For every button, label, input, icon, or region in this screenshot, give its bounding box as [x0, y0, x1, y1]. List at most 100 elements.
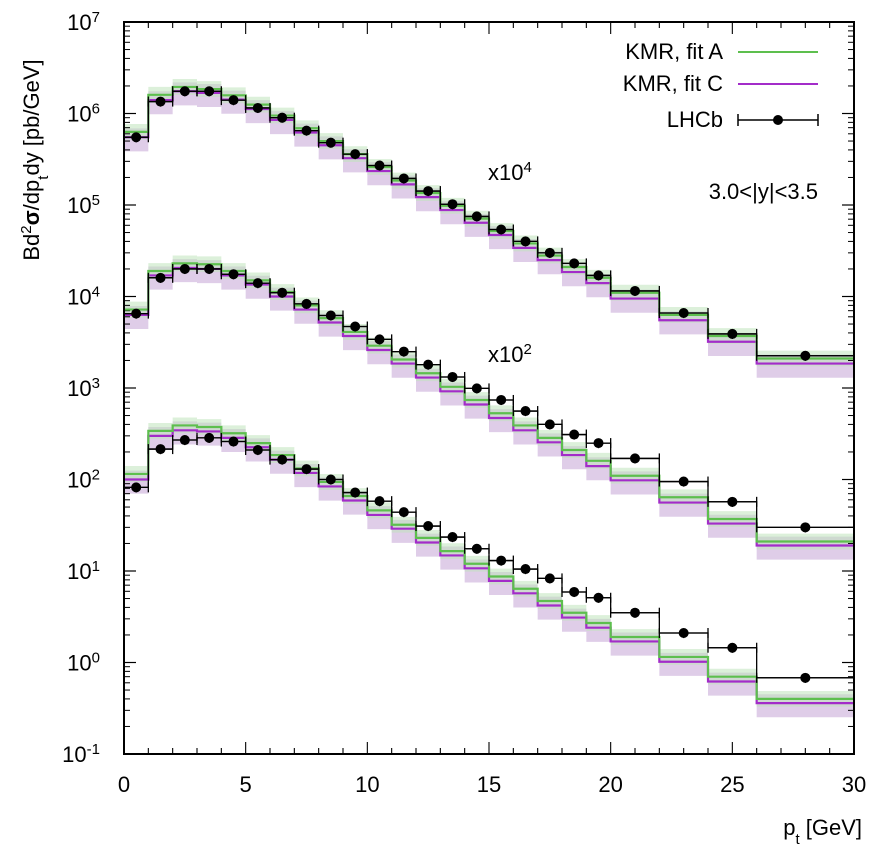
data-point — [277, 112, 288, 123]
data-point — [520, 406, 531, 417]
data-point — [471, 383, 482, 394]
x-tick-label: 25 — [720, 772, 744, 797]
data-point — [630, 285, 640, 296]
legend-label-fit-c: KMR, fit C — [623, 71, 723, 96]
data-point — [593, 270, 604, 281]
data-point — [398, 346, 409, 357]
data-point — [423, 359, 434, 370]
data-point — [678, 308, 689, 319]
data-point — [447, 199, 458, 210]
data-point — [630, 607, 640, 618]
data-point — [496, 555, 507, 566]
data-point — [423, 521, 434, 532]
data-point — [678, 476, 689, 487]
y-tick-label: 100 — [67, 649, 100, 676]
data-point — [569, 586, 580, 597]
x-tick-label: 30 — [842, 772, 866, 797]
data-point — [727, 642, 738, 653]
x-tick-label: 15 — [477, 772, 501, 797]
data-point — [179, 263, 190, 274]
data-point — [350, 487, 361, 498]
y-tick-label: 102 — [67, 466, 100, 493]
data-point — [277, 287, 288, 298]
data-point — [398, 507, 409, 518]
legend: KMR, fit A KMR, fit C LHCb — [623, 39, 819, 132]
data-point — [471, 543, 482, 554]
histogram-fit-a — [124, 424, 854, 701]
data-point — [131, 482, 142, 493]
tick-labels: 10-1 100 101 102 103 104 105 106 107 0 5 10 15 20 25 30 — [62, 9, 866, 798]
y-tick-label: 104 — [67, 283, 100, 310]
data-point — [398, 173, 409, 184]
y-tick-label: 107 — [67, 9, 100, 36]
x-tick-label: 5 — [240, 772, 252, 797]
data-point — [374, 334, 385, 345]
y-axis-label: Bd2σ/dptdy [pb/GeV] — [18, 59, 52, 260]
legend-marker-lhcb — [737, 114, 819, 126]
legend-label-fit-a: KMR, fit A — [625, 39, 723, 64]
data-point — [800, 350, 811, 361]
data-point — [204, 432, 215, 443]
y-tick-label: 106 — [67, 100, 100, 127]
y-tick-label: 103 — [67, 375, 100, 402]
y-tick-label: 101 — [67, 558, 100, 585]
data-point — [447, 371, 458, 382]
data-point — [374, 160, 385, 171]
legend-label-lhcb: LHCb — [667, 107, 723, 132]
data-point — [301, 464, 312, 475]
data-point — [131, 132, 142, 143]
data-point — [325, 137, 336, 148]
scale-factor-middle: x102 — [488, 341, 532, 368]
data-point — [252, 445, 263, 456]
data-point — [544, 573, 555, 584]
data-point — [423, 186, 434, 197]
data-point — [569, 429, 580, 440]
data-point — [204, 86, 215, 97]
data-point — [301, 125, 312, 136]
data-point — [301, 298, 312, 309]
data-point — [569, 258, 580, 269]
data-point — [325, 474, 336, 485]
data-point — [800, 672, 811, 683]
data-point — [374, 496, 385, 507]
data-point — [350, 149, 361, 160]
data-point — [155, 272, 166, 283]
data-point — [228, 269, 239, 280]
data-point — [593, 438, 604, 449]
data-point — [520, 236, 531, 247]
data-point — [678, 628, 689, 639]
data-point — [350, 321, 361, 332]
data-point — [447, 532, 458, 543]
y-tick-label: 105 — [67, 192, 100, 219]
data-point — [228, 436, 239, 447]
data-point — [179, 86, 190, 97]
data-point — [228, 95, 239, 106]
data-point — [630, 453, 640, 464]
x-tick-label: 20 — [598, 772, 622, 797]
data-point — [252, 278, 263, 289]
data-point — [496, 394, 507, 405]
data-point — [155, 96, 166, 107]
data-point — [131, 308, 142, 319]
x-tick-label: 0 — [118, 772, 130, 797]
data-point — [727, 328, 738, 339]
rapidity-range-label: 3.0<|y|<3.5 — [709, 179, 818, 204]
data-point — [471, 211, 482, 222]
x-tick-label: 10 — [355, 772, 379, 797]
data-point — [252, 102, 263, 113]
data-point — [593, 592, 604, 603]
plot-frame — [123, 21, 855, 755]
data-point — [179, 435, 190, 446]
lhcb-data-points — [123, 86, 855, 683]
data-point — [155, 444, 166, 455]
data-point — [325, 310, 336, 321]
data-point — [204, 263, 215, 274]
data-point — [520, 564, 531, 575]
data-point — [544, 247, 555, 258]
data-point — [727, 496, 738, 507]
scale-factor-upper: x104 — [488, 159, 532, 186]
histogram-data — [124, 90, 854, 357]
y-tick-label: 10-1 — [62, 741, 100, 768]
x-axis-label: pt [GeV] — [783, 815, 862, 848]
